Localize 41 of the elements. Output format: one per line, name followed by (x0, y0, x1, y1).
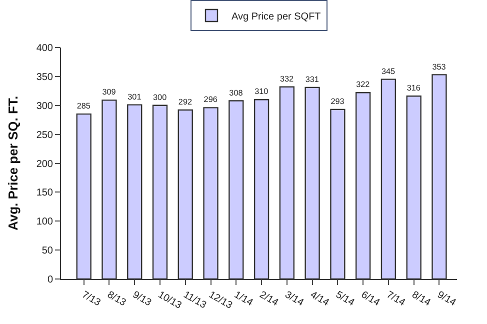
x-tick-label: 4/14 (308, 289, 332, 309)
x-tick-label: 10/13 (156, 289, 184, 312)
data-label: 292 (178, 98, 192, 107)
data-label: 322 (356, 80, 370, 90)
data-label: 301 (128, 92, 142, 102)
x-tick-label: 6/14 (359, 289, 382, 309)
x-tick-label: 12/13 (206, 289, 234, 312)
data-label: 310 (254, 87, 269, 96)
data-label: 353 (432, 62, 446, 72)
y-tick-label: 0 (47, 274, 54, 286)
x-tick-label: 8/13 (105, 289, 128, 309)
y-axis-title: Avg. Price per SQ. FT. (5, 96, 20, 231)
x-tick-label: 9/13 (130, 289, 154, 309)
x-tick-label: 8/14 (410, 289, 433, 309)
x-tick-label: 7/13 (80, 289, 103, 309)
legend-label: Avg Price per SQFT (232, 11, 321, 22)
data-label: 345 (381, 66, 396, 76)
x-tick-label: 3/14 (282, 289, 306, 309)
data-label: 331 (305, 74, 320, 84)
y-tick-label: 300 (36, 100, 54, 112)
x-tick-label: 9/14 (435, 289, 458, 309)
x-tick-label: 2/14 (258, 289, 280, 309)
data-label: 285 (76, 102, 91, 111)
y-tick-label: 100 (36, 216, 54, 228)
data-label: 316 (406, 84, 421, 93)
y-tick-label: 250 (36, 130, 54, 141)
data-label: 308 (229, 88, 244, 98)
y-tick-label: 400 (36, 43, 54, 54)
x-tick-label: 7/14 (384, 289, 408, 309)
y-tick-label: 350 (36, 72, 54, 83)
y-tick-label: 200 (36, 158, 54, 170)
y-tick-label: 150 (36, 188, 54, 199)
x-tick-label: 1/14 (232, 289, 255, 309)
x-tick-label: 5/14 (334, 289, 356, 309)
data-label: 300 (153, 92, 168, 102)
data-label: 293 (330, 96, 345, 106)
y-tick-label: 50 (42, 246, 54, 257)
x-tick-label: 11/13 (181, 289, 208, 312)
data-label: 309 (102, 88, 116, 97)
data-label: 332 (280, 74, 294, 84)
data-label: 296 (204, 95, 218, 104)
